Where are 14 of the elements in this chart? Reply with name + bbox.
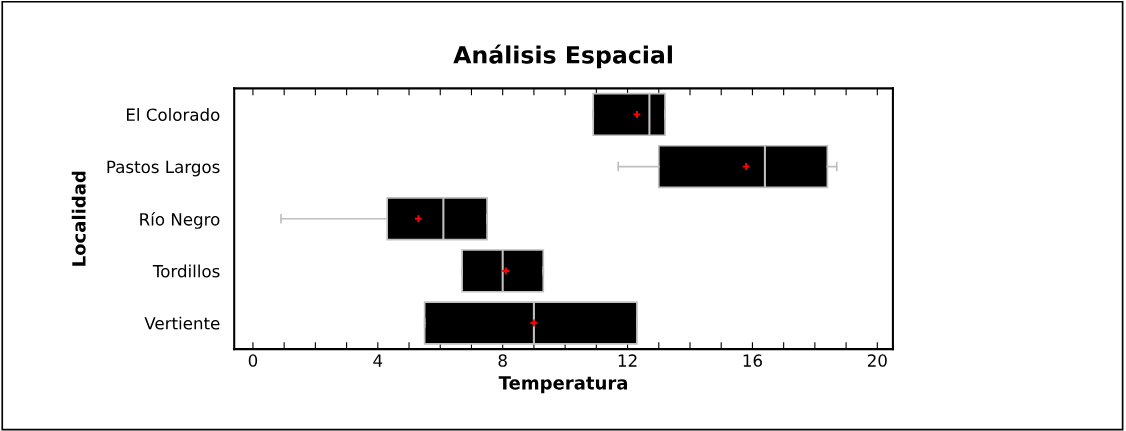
y-axis-title: Localidad bbox=[71, 171, 86, 266]
y-tick-label: Tordillos bbox=[152, 264, 220, 278]
y-tick-label: Vertiente bbox=[144, 316, 220, 330]
x-tick-label: 20 bbox=[867, 354, 887, 367]
y-tick-label: El Colorado bbox=[126, 108, 220, 121]
x-tick-label: 8 bbox=[498, 354, 507, 367]
x-tick-label: 16 bbox=[743, 354, 762, 367]
chart-title: Análisis Espacial bbox=[453, 44, 672, 69]
x-tick-label: 4 bbox=[373, 354, 383, 367]
y-tick-label: Río Negro bbox=[140, 212, 220, 229]
x-tick-label: 0 bbox=[248, 354, 258, 367]
x-tick-label: 12 bbox=[618, 354, 637, 367]
y-tick-label: Pastos Largos bbox=[107, 160, 220, 177]
x-axis-title: Temperatura bbox=[498, 376, 628, 394]
